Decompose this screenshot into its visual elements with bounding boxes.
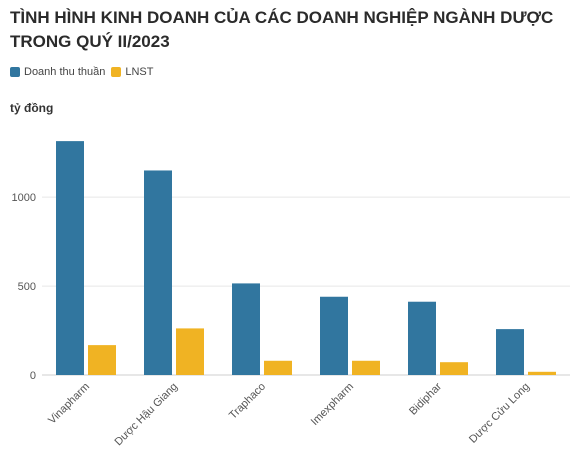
legend-label-revenue: Doanh thu thuần: [24, 66, 106, 78]
y-tick-label: 0: [30, 370, 36, 382]
y-axis-unit-label: tỷ đồng: [10, 101, 54, 115]
bar-revenue: [496, 329, 524, 375]
bar-revenue: [320, 296, 348, 375]
x-tick-label: Vinapharm: [46, 381, 92, 427]
legend-item-profit: LNST: [111, 66, 153, 78]
bar-revenue: [408, 301, 436, 375]
x-tick-label: Traphaco: [227, 381, 268, 422]
bar-revenue: [232, 283, 260, 375]
y-tick-label: 500: [18, 281, 36, 293]
legend-swatch-profit: [111, 67, 122, 77]
x-tick-label: Dược Cửu Long: [467, 381, 532, 446]
bar-profit: [264, 360, 292, 375]
x-tick-label: Bidiphar: [407, 380, 444, 417]
legend-label-profit: LNST: [125, 66, 154, 78]
chart-legend: Doanh thu thuần LNST: [10, 66, 159, 78]
bar-profit: [88, 345, 116, 375]
bar-revenue: [144, 170, 172, 375]
bar-revenue: [56, 141, 84, 375]
legend-item-revenue: Doanh thu thuần: [10, 66, 105, 78]
bar-profit: [176, 328, 204, 375]
bar-profit: [352, 360, 380, 375]
x-tick-label: Dược Hậu Giang: [112, 381, 180, 449]
y-tick-label: 1000: [12, 192, 36, 204]
chart-title: TÌNH HÌNH KINH DOANH CỦA CÁC DOANH NGHIỆ…: [10, 8, 554, 51]
bar-profit: [440, 362, 468, 375]
legend-swatch-revenue: [10, 67, 20, 77]
bar-profit: [528, 371, 556, 375]
x-tick-label: Imexpharm: [309, 381, 356, 428]
